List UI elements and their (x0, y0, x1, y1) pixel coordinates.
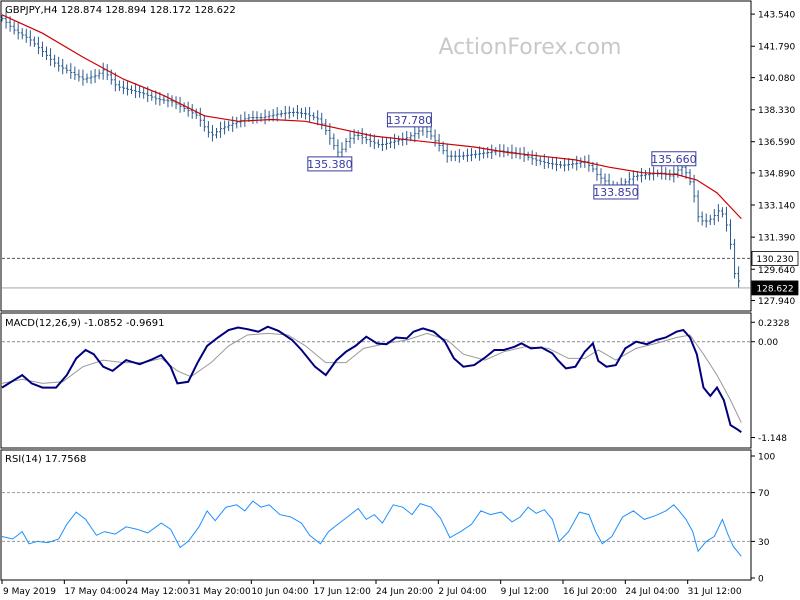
x-axis-tick-label: 24 Jul 04:00 (625, 587, 679, 597)
price-annotation-box (386, 112, 432, 128)
x-axis-tick-label: 24 May 12:00 (127, 587, 189, 597)
macd-axis-tick-label: -1.148 (758, 434, 787, 444)
x-axis-tick-label: 9 May 2019 (3, 587, 56, 597)
moving-average-line (1, 14, 742, 220)
x-axis-tick-label: 17 Jun 12:00 (314, 587, 371, 597)
price-pane-frame[interactable] (0, 0, 752, 312)
level-tag-box (751, 251, 799, 266)
price-axis-tick-label: 138.330 (758, 106, 795, 116)
rsi-axis-tick-label: 70 (758, 489, 770, 499)
price-annotation-label: 135.380 (307, 158, 353, 171)
price-axis-tick-label: 140.080 (758, 74, 795, 84)
price-annotation-box (307, 156, 353, 172)
price-axis-tick-label: 133.140 (758, 202, 795, 212)
current-price-tag-label: 128.622 (756, 284, 793, 294)
x-axis-tick-label: 24 Jun 20:00 (376, 587, 433, 597)
price-axis-tick-label: 131.390 (758, 234, 795, 244)
macd-pane-frame[interactable] (0, 312, 752, 449)
macd-pane-title: MACD(12,26,9) -1.0852 -0.9691 (5, 318, 165, 329)
macd-axis-tick-label: 0.2328 (758, 319, 790, 329)
rsi-line (1, 500, 742, 557)
x-axis-tick-label: 31 May 20:00 (189, 587, 251, 597)
macd-axis-tick-label: 0.00 (758, 338, 778, 348)
x-axis-tick-label: 2 Jul 04:00 (438, 587, 487, 597)
macd-line (1, 325, 742, 434)
x-axis-tick-label: 17 May 04:00 (64, 587, 126, 597)
price-axis-tick-label: 143.540 (758, 11, 795, 21)
rsi-axis-tick-label: 0 (758, 575, 764, 585)
level-tag-label: 130.230 (756, 255, 793, 265)
price-axis-tick-label: 141.790 (758, 43, 795, 53)
x-axis-tick-label: 9 Jul 12:00 (501, 587, 550, 597)
x-axis-tick-label: 31 Jul 12:00 (688, 587, 742, 597)
price-layer: 137.780 135.380 135.660 133.850 (0, 11, 750, 289)
macd-layer (1, 325, 750, 434)
price-annotation-label: 135.660 (651, 153, 697, 166)
price-annotation-box (593, 184, 639, 200)
price-axis-tick-label: 129.640 (758, 266, 795, 276)
rsi-layer (1, 492, 750, 557)
x-axis-tick-label: 10 Jun 04:00 (251, 587, 308, 597)
price-axis-tick-label: 136.590 (758, 138, 795, 148)
axes-layer: 143.540 141.790 140.080 138.330 136.590 134.8… (1, 11, 799, 597)
current-price-tag-box (751, 280, 799, 296)
x-axis-tick-label: 16 Jul 20:00 (563, 587, 617, 597)
rsi-axis-tick-label: 100 (758, 453, 775, 463)
rsi-axis-tick-label: 30 (758, 538, 770, 548)
price-pane-title: GBPJPY,H4 128.874 128.894 128.172 128.62… (5, 5, 236, 16)
price-axis-tick-label: 127.940 (758, 297, 795, 307)
price-axis-tick-label: 134.890 (758, 169, 795, 179)
price-annotation-label: 133.850 (593, 186, 639, 199)
rsi-pane-title: RSI(14) 17.7568 (5, 454, 86, 465)
price-annotation-box (651, 151, 697, 167)
watermark-text: ActionForex.com (439, 35, 622, 60)
price-annotation-label: 137.780 (387, 114, 433, 127)
